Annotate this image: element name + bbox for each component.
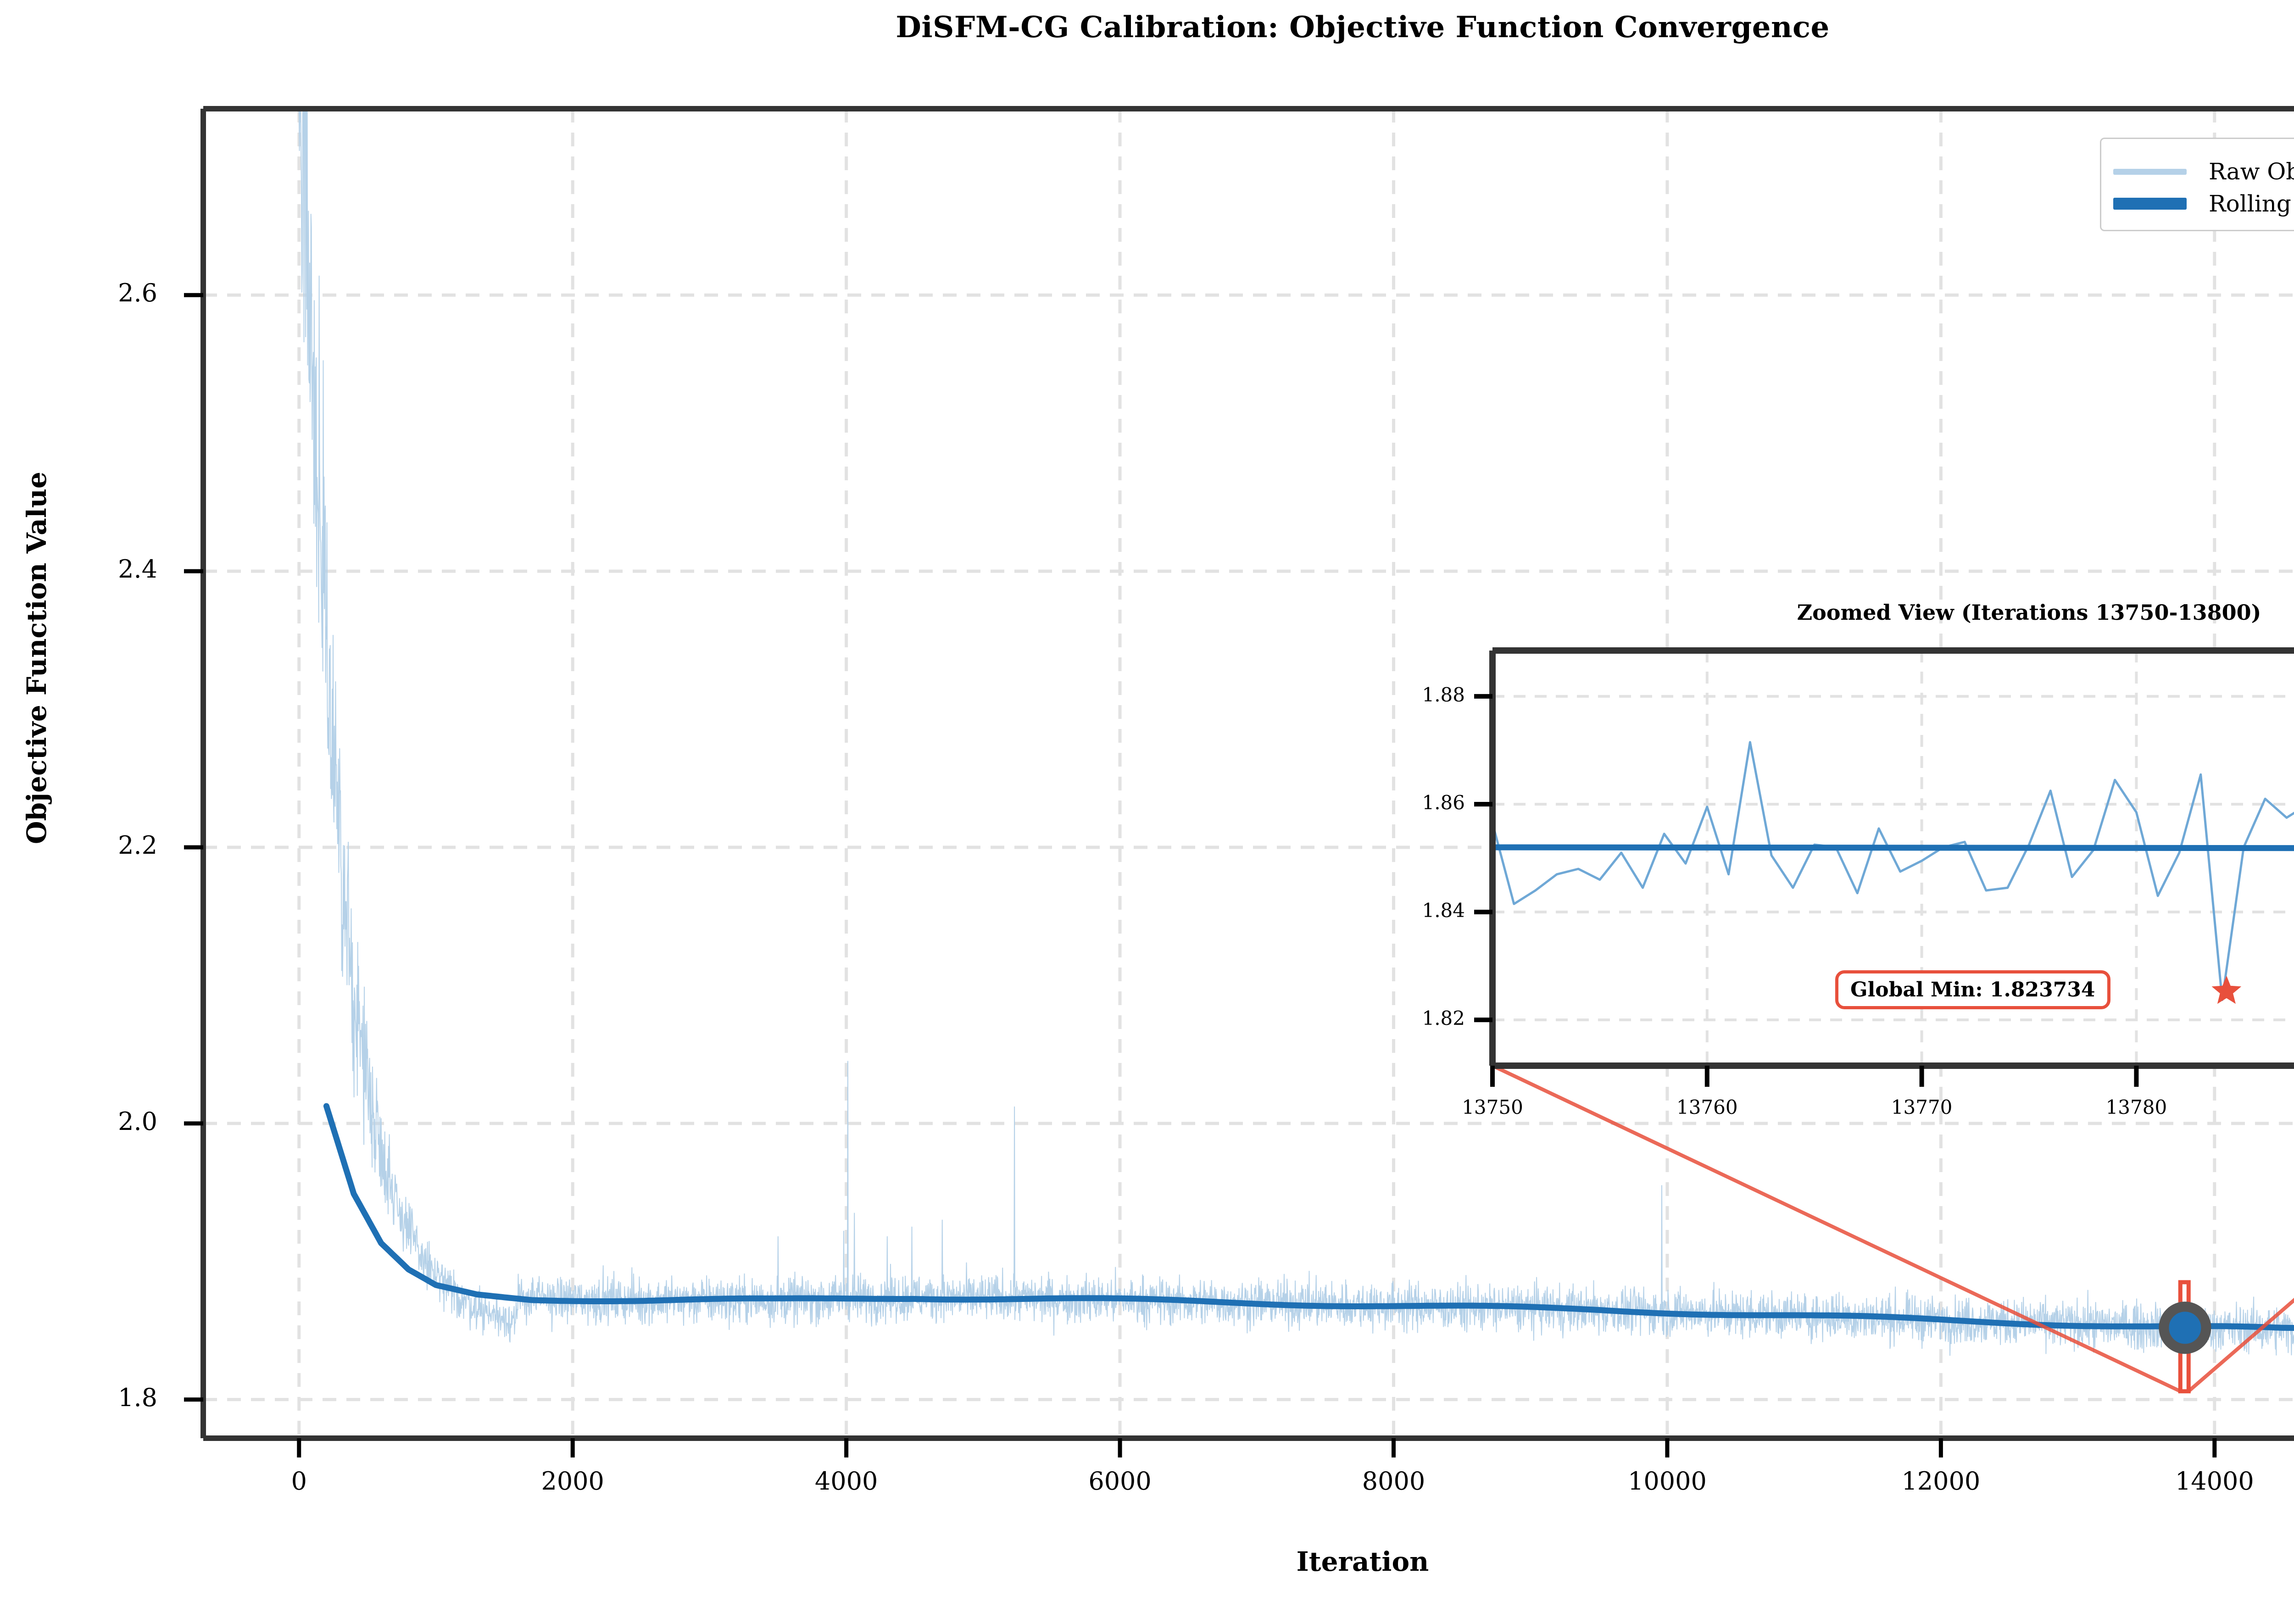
x-tick-label: 4000	[814, 1467, 878, 1496]
y-tick-label: 2.2	[118, 831, 157, 860]
x-tick-label: 14000	[2175, 1467, 2254, 1496]
legend-item-rolling-mean: Rolling Mean (window=400)	[2113, 190, 2294, 217]
x-tick-label: 10000	[1628, 1467, 1707, 1496]
inset-x-tick-label: 13790	[2277, 1096, 2294, 1118]
legend-swatch-raw	[2113, 168, 2187, 175]
y-tick-label: 1.8	[118, 1383, 157, 1412]
inset-y-tick-label: 1.82	[1422, 1007, 1465, 1030]
inset-x-tick-label: 13760	[1676, 1096, 1738, 1118]
legend-label-raw: Raw Objective Values	[2209, 158, 2294, 185]
x-tick-label: 6000	[1088, 1467, 1152, 1496]
y-tick-label: 2.6	[118, 278, 157, 308]
inset-x-tick-label: 13780	[2105, 1096, 2167, 1118]
y-tick-label: 2.0	[118, 1107, 157, 1136]
page-title: DiSFM-CG Calibration: Objective Function…	[896, 10, 1830, 44]
legend-swatch-rolling-mean	[2113, 198, 2187, 210]
x-tick-label: 2000	[541, 1467, 604, 1496]
x-tick-label: 8000	[1362, 1467, 1425, 1496]
legend-label-rolling-mean: Rolling Mean (window=400)	[2209, 190, 2294, 217]
x-tick-label: 12000	[1901, 1467, 1981, 1496]
legend-item-raw: Raw Objective Values	[2113, 158, 2294, 185]
inset-y-tick-label: 1.84	[1422, 899, 1465, 922]
inset-title: Zoomed View (Iterations 13750-13800)	[1797, 600, 2261, 625]
y-tick-label: 2.4	[118, 555, 157, 584]
inset-y-tick-label: 1.88	[1422, 683, 1465, 706]
global-min-annotation: Global Min: 1.823734	[1835, 970, 2110, 1009]
inset-y-tick-label: 1.86	[1422, 791, 1465, 814]
x-axis-label: Iteration	[1296, 1546, 1429, 1577]
inset-x-tick-label: 13750	[1462, 1096, 1523, 1118]
global-min-star	[2211, 975, 2242, 1004]
inset-x-tick-label: 13770	[1891, 1096, 1953, 1118]
legend[interactable]: Raw Objective Values Rolling Mean (windo…	[2100, 138, 2294, 231]
x-tick-label: 0	[291, 1467, 307, 1496]
